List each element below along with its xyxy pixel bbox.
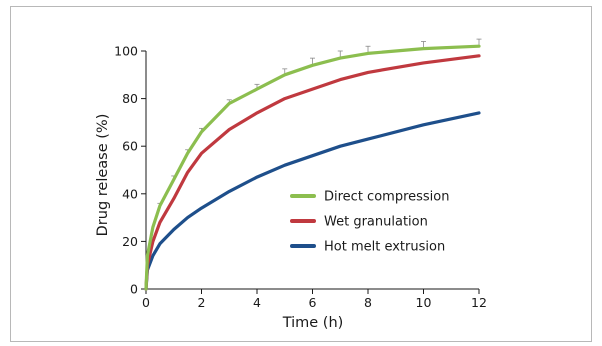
x-axis-title: Time (h) xyxy=(282,315,344,331)
x-tick-label: 12 xyxy=(471,295,487,310)
line-chart: 0 20 40 60 80 100 0 2 4 6 8 10 12 Direct compression… xyxy=(95,38,487,331)
series-line xyxy=(144,111,481,291)
y-tick-label: 20 xyxy=(122,234,138,249)
x-tick-label: 0 xyxy=(142,295,150,310)
legend: Direct compression Wet granulation Hot mel… xyxy=(290,190,449,255)
series-line xyxy=(144,54,481,291)
legend-label: Wet granulation xyxy=(324,215,428,230)
legend-label: Direct compression xyxy=(324,190,449,205)
x-tick-label: 10 xyxy=(416,295,432,310)
y-axis-title: Drug release (%) xyxy=(95,114,111,237)
y-tick-label: 80 xyxy=(122,91,138,106)
series-group xyxy=(144,54,481,291)
x-tick-label: 8 xyxy=(364,295,372,310)
x-tick-label: 4 xyxy=(253,295,261,310)
axes: 0 20 40 60 80 100 0 2 4 6 8 10 12 xyxy=(114,44,487,311)
x-tick-label: 6 xyxy=(309,295,317,310)
legend-label: Hot melt extrusion xyxy=(324,240,445,255)
x-tick-label: 2 xyxy=(198,295,206,310)
chart-frame: 0 20 40 60 80 100 0 2 4 6 8 10 12 Direct compression… xyxy=(10,6,592,342)
series-group xyxy=(144,38,482,291)
series-group xyxy=(144,111,481,291)
y-tick-label: 40 xyxy=(122,186,138,201)
y-tick-label: 0 xyxy=(130,282,138,297)
series-layer xyxy=(144,38,482,291)
y-tick-label: 100 xyxy=(114,44,138,59)
y-tick-label: 60 xyxy=(122,139,138,154)
series-line xyxy=(144,44,481,291)
